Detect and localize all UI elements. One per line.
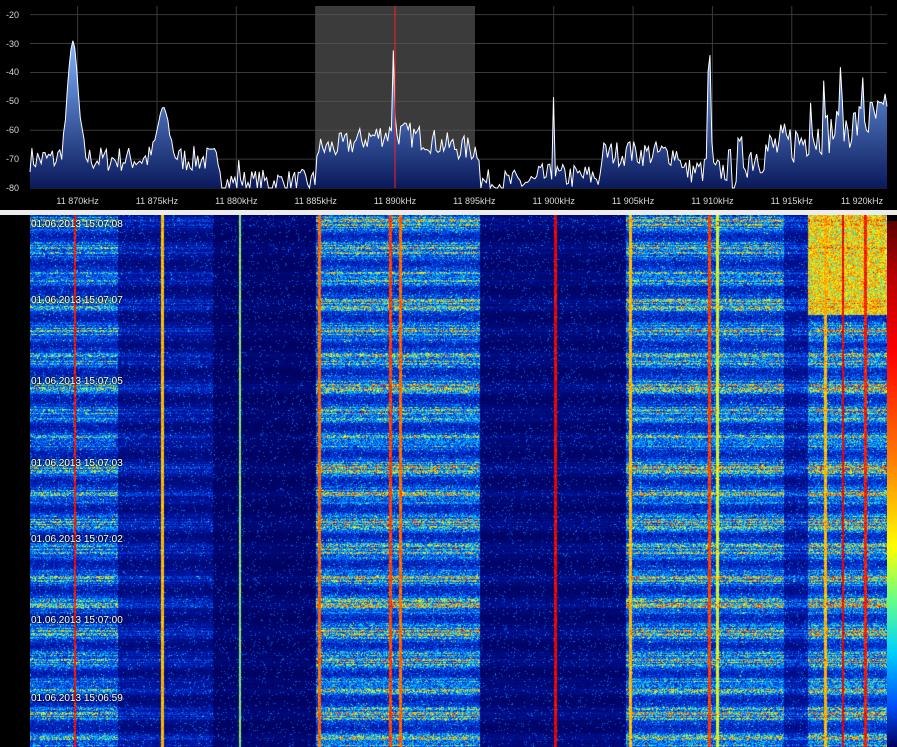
freq-tick-label: 11 895kHz — [453, 196, 496, 206]
timestamp-label: 01.06.2013 15:07:00 — [31, 615, 123, 626]
freq-tick-label: 11 905kHz — [611, 196, 655, 206]
freq-tick-label: 11 915kHz — [770, 196, 813, 206]
db-tick-label: -70 — [6, 154, 20, 165]
spectrum-plot[interactable] — [0, 0, 897, 210]
timestamp-label: 01.06.2013 15:07:08 — [31, 219, 123, 230]
spectrum-trace — [29, 40, 888, 190]
db-tick-label: -80 — [6, 183, 20, 193]
timestamp-label: 01.06.2013 15:07:03 — [31, 458, 123, 469]
freq-tick-label: 11 885kHz — [294, 196, 337, 206]
db-tick-label: -50 — [6, 96, 20, 107]
timestamp-label: 01.06.2013 15:07:02 — [31, 534, 123, 545]
freq-tick-label: 11 870kHz — [56, 196, 99, 206]
db-tick-label: -30 — [6, 38, 20, 49]
db-tick-label: -60 — [6, 125, 20, 136]
freq-tick-label: 11 910kHz — [691, 196, 734, 206]
timestamp-label: 01.06.2013 15:06:59 — [31, 693, 123, 704]
freq-tick-label: 11 920kHz — [840, 196, 884, 206]
waterfall-panel[interactable]: 01.06.2013 15:07:08 01.06.2013 15:07:07 01… — [0, 215, 897, 747]
color-scale-bar — [887, 221, 897, 747]
waterfall-canvas[interactable] — [30, 215, 887, 747]
freq-tick-label: 11 900kHz — [532, 196, 575, 206]
freq-tick-label: 11 875kHz — [135, 196, 179, 206]
db-tick-label: -40 — [6, 67, 20, 78]
timestamp-label: 01.06.2013 15:07:07 — [31, 295, 123, 306]
timestamp-label: 01.06.2013 15:07:05 — [31, 376, 123, 387]
panel-divider[interactable] — [0, 210, 897, 215]
freq-tick-label: 11 890kHz — [373, 196, 417, 206]
freq-tick-label: 11 880kHz — [215, 196, 258, 206]
spectrum-panel[interactable]: -20 -30 -40 -50 -60 -70 -80 11 870kHz 11 875kHz… — [0, 0, 897, 210]
db-tick-label: -20 — [6, 9, 20, 20]
